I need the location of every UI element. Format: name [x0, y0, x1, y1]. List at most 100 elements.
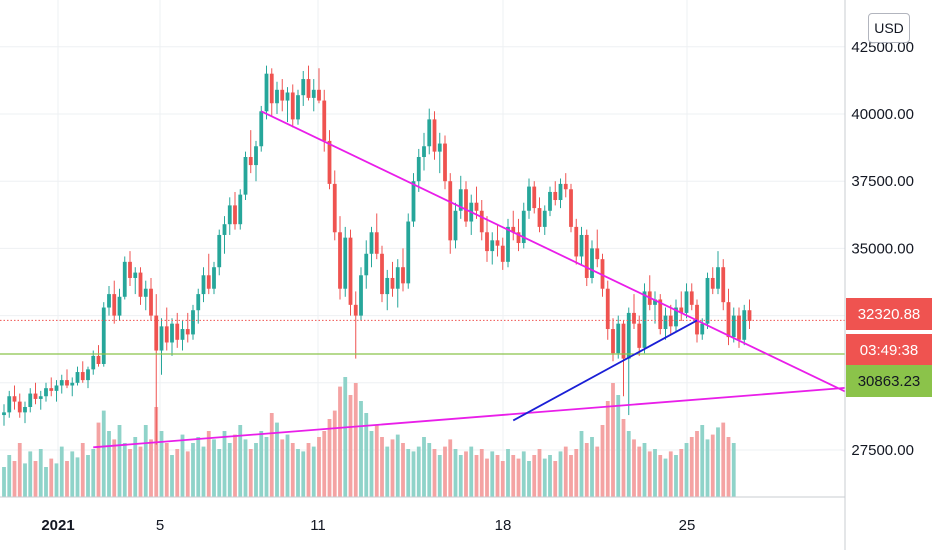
volume-bar	[338, 386, 342, 497]
volume-bar	[196, 437, 201, 497]
candle-body	[343, 237, 348, 289]
volume-bar	[516, 458, 521, 497]
candle-body	[348, 237, 353, 305]
candle-body	[301, 79, 306, 96]
volume-bar	[448, 439, 453, 497]
volume-bar	[411, 451, 416, 497]
volume-bar	[180, 434, 185, 497]
volume-bar	[374, 425, 379, 497]
price-tick-label: 42500.00	[851, 39, 914, 56]
candle-body	[322, 100, 327, 141]
candle-body	[96, 355, 101, 364]
candle-body	[684, 291, 689, 313]
volume-bar	[107, 431, 111, 497]
volume-bar	[275, 422, 279, 497]
candle-body	[390, 277, 395, 289]
candle-body	[164, 326, 169, 343]
candle-body	[133, 272, 138, 278]
volume-bar	[317, 437, 321, 497]
candle-body	[364, 253, 369, 276]
candle-body	[117, 296, 122, 316]
candle-body	[500, 245, 505, 262]
candle-body	[584, 234, 589, 278]
volume-bar	[49, 458, 54, 497]
candle-body	[191, 310, 195, 335]
candle-body	[86, 369, 90, 381]
volume-bar	[479, 449, 484, 497]
candle-body	[154, 315, 159, 351]
last-price-tag-text: 32320.88	[858, 306, 921, 323]
volume-bar	[437, 455, 442, 497]
time-tick-label: 25	[679, 517, 696, 534]
volume-bar	[28, 451, 33, 497]
candle-body	[138, 272, 143, 297]
volume-bar	[306, 443, 311, 497]
candle-body	[44, 388, 48, 397]
volume-bar	[527, 461, 531, 497]
volume-bar	[332, 410, 337, 497]
last-price-tag-bg	[846, 298, 932, 330]
volume-bar	[122, 443, 127, 497]
time-tick-label: 11	[310, 517, 326, 534]
candle-body	[285, 92, 290, 101]
volume-bar	[222, 431, 227, 497]
candle-body	[175, 323, 180, 340]
volume-bar	[558, 451, 563, 497]
volume-bar	[101, 410, 106, 497]
volume-bar	[506, 449, 510, 497]
candle-body	[579, 234, 584, 257]
candle-body	[338, 232, 342, 289]
volume-bar	[443, 446, 447, 497]
volume-bar	[542, 458, 547, 497]
candle-body	[479, 210, 484, 233]
volume-bar	[716, 427, 720, 497]
candle-body	[553, 191, 558, 201]
candle-body	[605, 288, 610, 330]
volume-bar	[238, 425, 243, 497]
currency-button[interactable]: USD	[868, 13, 910, 43]
volume-bar	[590, 437, 594, 497]
volume-bar	[490, 451, 495, 497]
candle-body	[721, 267, 726, 303]
candle-body	[91, 355, 96, 370]
volume-bar	[569, 455, 573, 497]
volume-bar	[416, 446, 421, 497]
candle-body	[369, 232, 374, 254]
volume-bar	[44, 467, 48, 497]
volume-bar	[632, 439, 636, 497]
candle-body	[700, 323, 705, 335]
volume-bar	[86, 455, 90, 497]
candle-body	[485, 232, 489, 252]
candle-body	[233, 205, 237, 225]
volume-bar	[159, 431, 164, 497]
volume-bar	[175, 449, 180, 497]
candle-body	[742, 310, 747, 340]
volume-bar	[553, 461, 558, 497]
candle-body	[54, 385, 59, 391]
volume-bar	[75, 457, 80, 497]
volume-bar	[726, 437, 731, 497]
volume-bar	[117, 425, 122, 497]
candle-body	[653, 299, 657, 305]
volume-bar	[7, 455, 12, 497]
countdown-tag-text: 03:49:38	[860, 342, 918, 359]
volume-bar	[322, 431, 327, 497]
volume-bar	[327, 419, 332, 497]
candle-body	[542, 210, 547, 227]
volume-bar	[621, 419, 626, 497]
candle-body	[290, 92, 295, 120]
volume-bar	[369, 431, 374, 497]
candle-body	[201, 275, 206, 295]
candle-body	[185, 329, 190, 335]
candle-body	[23, 406, 27, 413]
volume-bar	[689, 437, 694, 497]
candle-body	[395, 267, 400, 289]
candle-body	[521, 210, 526, 244]
volume-bar	[731, 443, 736, 497]
candle-body	[632, 312, 636, 324]
candle-body	[222, 224, 227, 235]
candle-body	[595, 248, 600, 260]
candle-body	[590, 248, 594, 278]
